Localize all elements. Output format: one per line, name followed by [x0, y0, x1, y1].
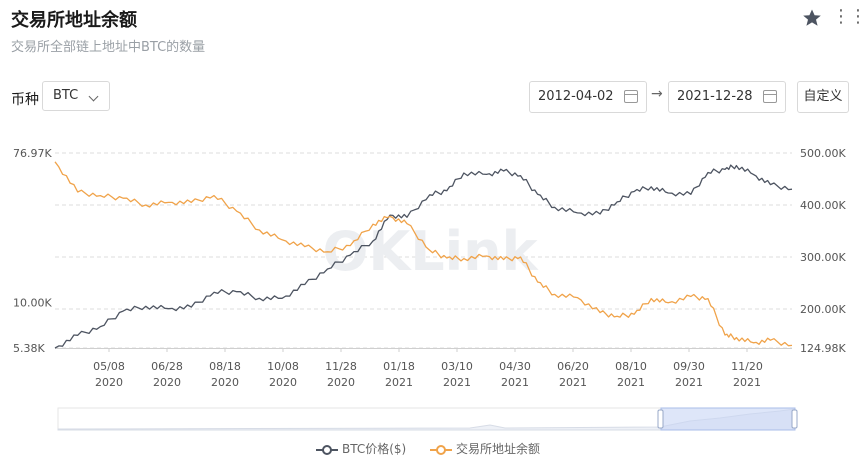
navigator-handle-left [657, 409, 664, 429]
x-axis-tick-year: 2020 [211, 376, 239, 389]
legend-swatch-balance [430, 444, 452, 455]
x-axis-tick-label: 05/08 [93, 360, 125, 373]
legend-swatch-price [316, 444, 338, 455]
end-date-input[interactable]: 2021-12-28 [668, 81, 786, 113]
x-axis-tick-year: 2021 [501, 376, 529, 389]
x-axis-tick-year: 2020 [153, 376, 181, 389]
x-axis-tick-year: 2020 [95, 376, 123, 389]
more-icon[interactable]: ⋮⋮ [832, 6, 866, 27]
x-axis-tick-year: 2021 [675, 376, 703, 389]
legend-item-price[interactable]: BTC价格($) [316, 440, 406, 457]
custom-range-button[interactable]: 自定义 [797, 81, 849, 113]
right-axis-tick-label: 500.00K [800, 147, 846, 160]
x-axis-tick-year: 2021 [443, 376, 471, 389]
x-axis-tick-label: 06/20 [557, 360, 589, 373]
x-axis-tick-year: 2020 [327, 376, 355, 389]
left-axis-tick-label: 5.38K [13, 342, 45, 355]
page-title: 交易所地址余额 [11, 10, 137, 31]
right-axis-tick-label: 300.00K [800, 251, 846, 264]
x-axis-tick-label: 11/20 [731, 360, 763, 373]
legend-item-balance[interactable]: 交易所地址余额 [430, 440, 540, 457]
x-axis-tick-label: 03/10 [441, 360, 473, 373]
x-axis-tick-label: 09/30 [673, 360, 705, 373]
end-date-value: 2021-12-28 [677, 89, 753, 104]
x-axis-tick-label: 08/10 [615, 360, 647, 373]
x-axis-tick-label: 10/08 [267, 360, 299, 373]
price-series-line [54, 164, 793, 349]
right-axis-tick-label: 200.00K [800, 303, 846, 316]
start-date-input[interactable]: 2012-04-02 [529, 81, 647, 113]
right-axis-tick-label: 400.00K [800, 199, 846, 212]
x-axis-tick-year: 2021 [559, 376, 587, 389]
arrow-right-icon: → [651, 86, 663, 102]
coin-label: 币种 [11, 92, 39, 108]
axis-layer: 500.00K 400.00K 300.00K 200.00K 124.98K 76.97… [13, 147, 846, 389]
left-axis-tick-label: 10.00K [13, 297, 52, 310]
x-axis-tick-label: 04/30 [499, 360, 531, 373]
left-axis-tick-label: 76.97K [13, 147, 52, 160]
x-axis-tick-year: 2021 [385, 376, 413, 389]
x-axis-tick-label: 08/18 [209, 360, 241, 373]
series-layer [54, 161, 793, 349]
legend-label-balance: 交易所地址余额 [456, 442, 541, 456]
coin-select[interactable]: BTC [42, 81, 110, 111]
brush-layer[interactable] [57, 407, 798, 431]
start-date-value: 2012-04-02 [538, 89, 614, 104]
x-axis-tick-label: 06/28 [151, 360, 183, 373]
page-subtitle: 交易所全部链上地址中BTC的数量 [11, 40, 206, 55]
coin-select-value: BTC [53, 88, 79, 103]
x-axis-tick-label: 01/18 [383, 360, 415, 373]
x-axis-tick-year: 2020 [269, 376, 297, 389]
navigator-selection [660, 407, 796, 431]
right-axis-tick-label: 124.98K [800, 342, 846, 355]
calendar-icon[interactable] [624, 90, 638, 103]
calendar-icon[interactable] [763, 90, 777, 103]
x-axis-tick-label: 11/28 [325, 360, 357, 373]
star-icon[interactable] [802, 8, 822, 28]
legend-label-price: BTC价格($) [342, 442, 407, 456]
x-axis-tick-year: 2021 [733, 376, 761, 389]
x-axis-tick-year: 2021 [617, 376, 645, 389]
navigator-handle-right [791, 409, 798, 429]
balance-series-line [54, 161, 793, 347]
